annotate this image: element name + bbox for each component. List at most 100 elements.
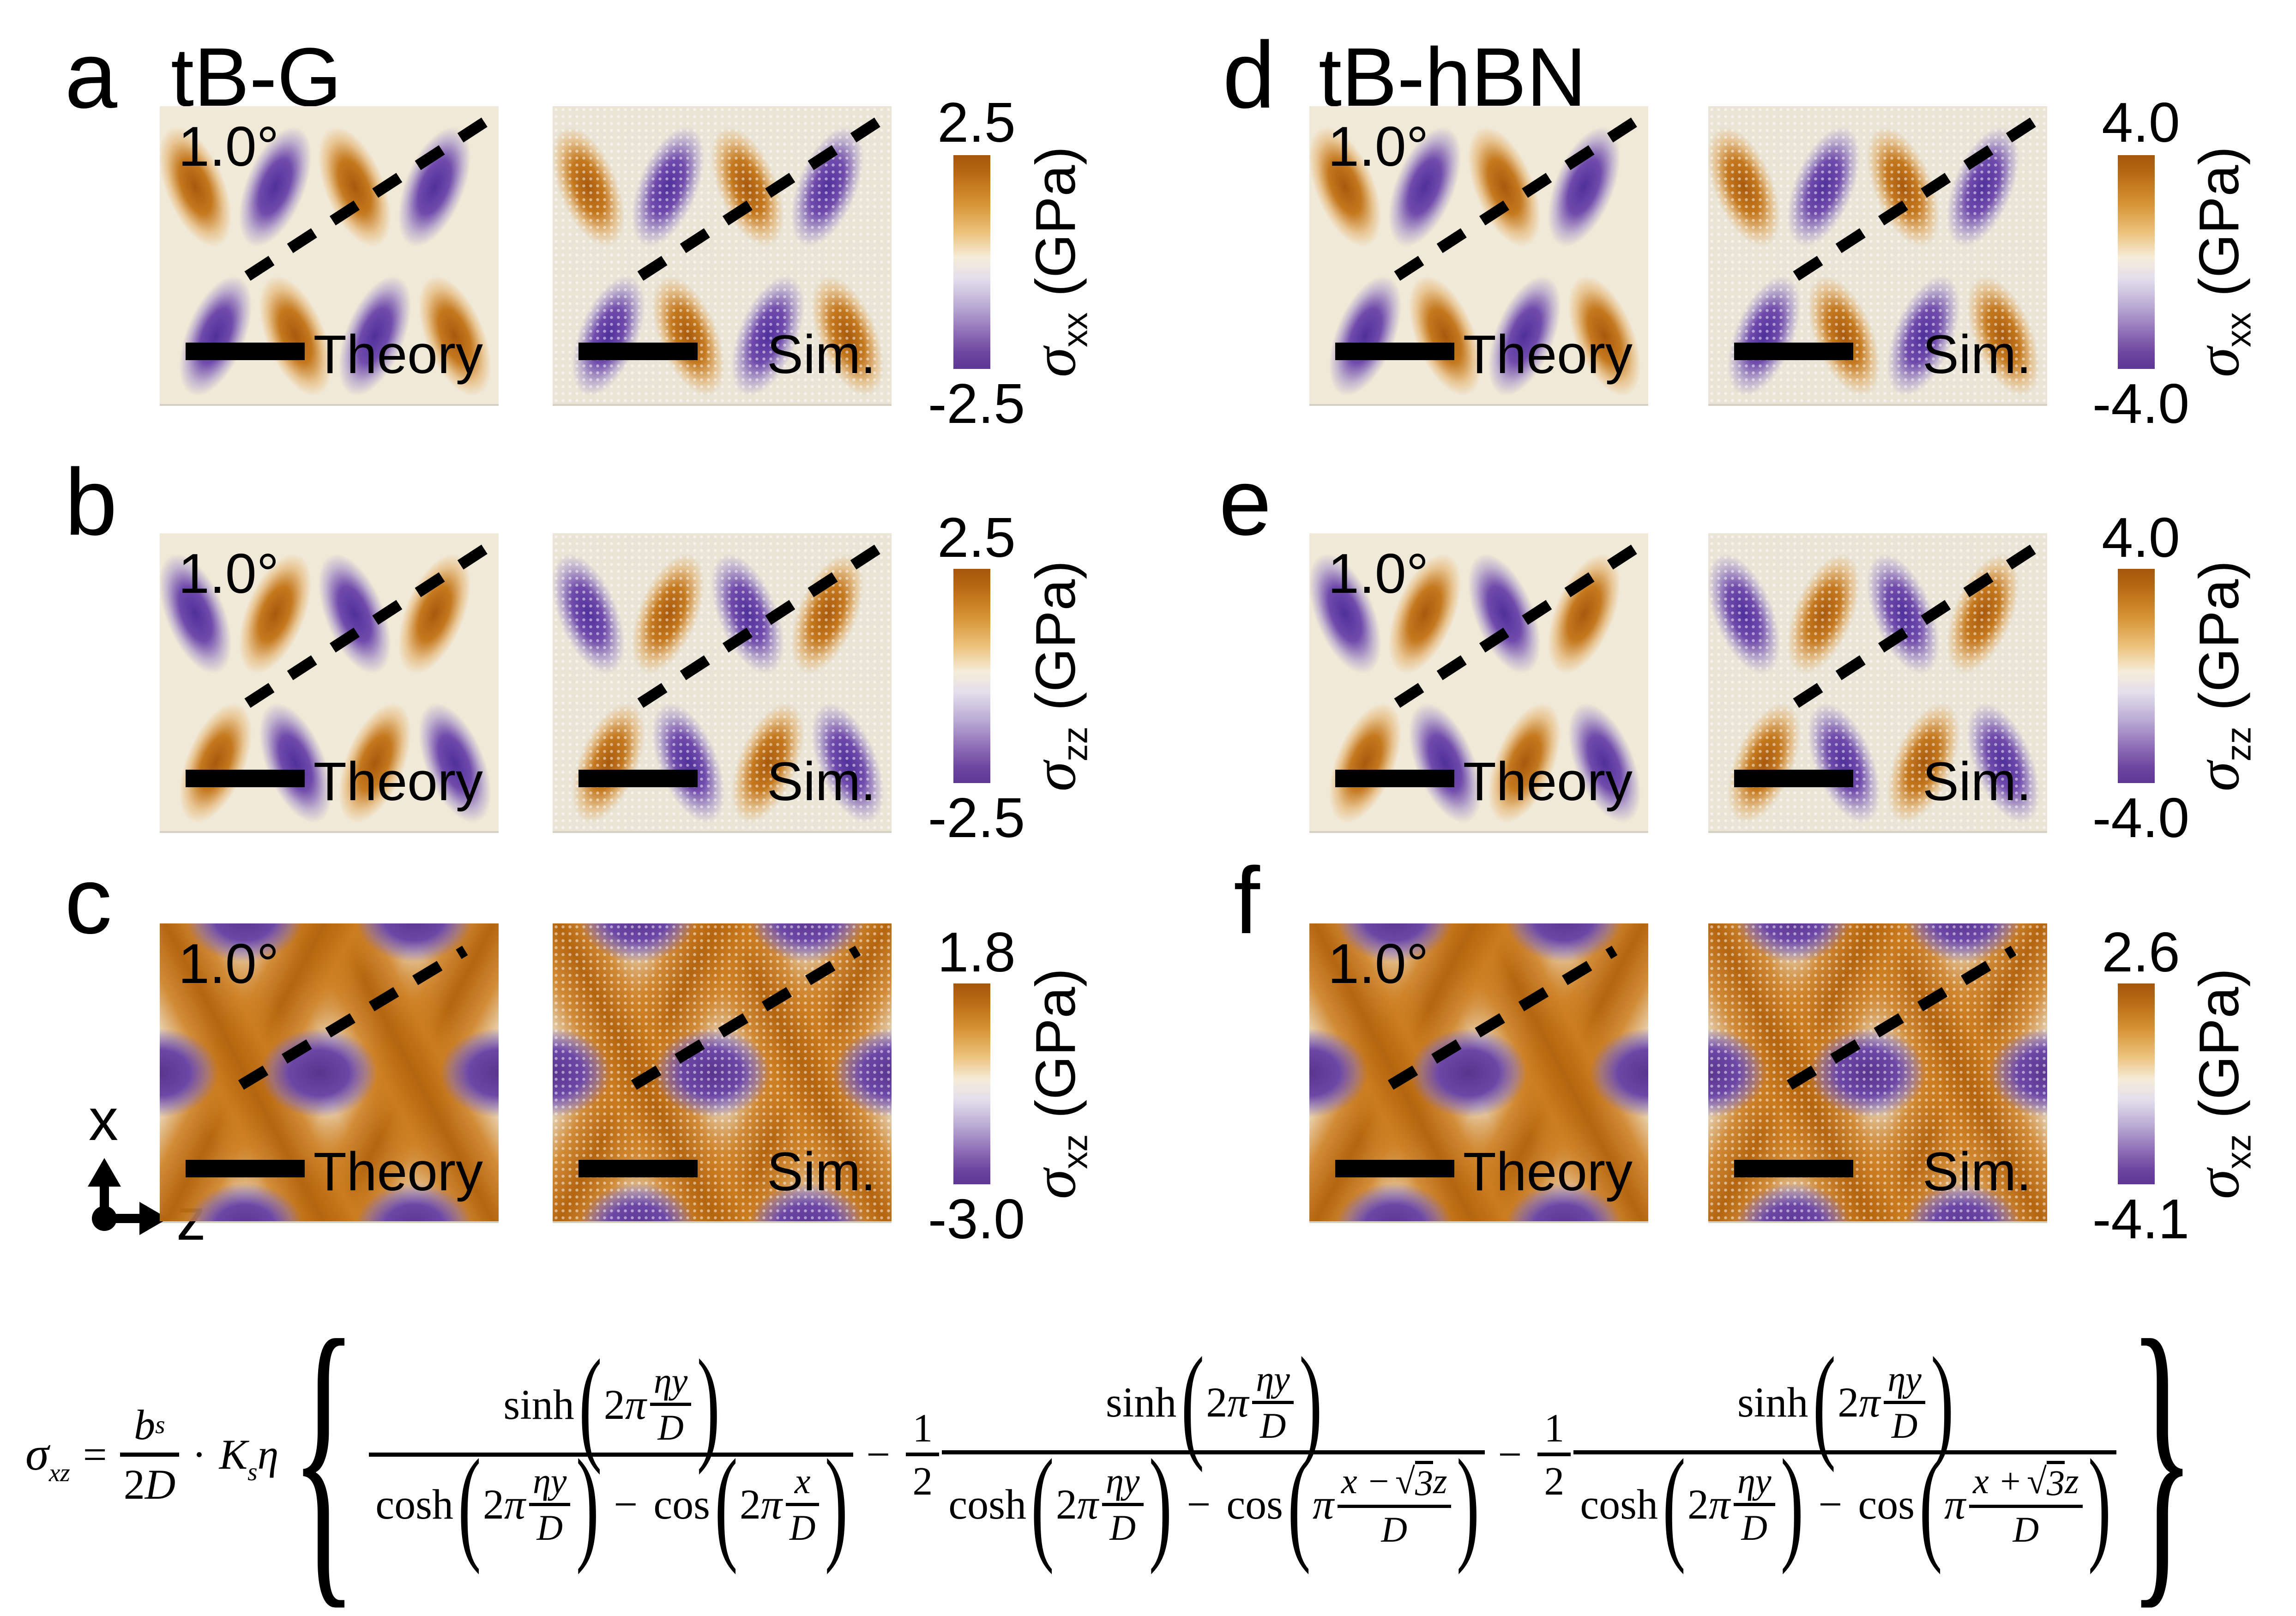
eq-D: D [536, 1507, 563, 1548]
scale-bar [1734, 1160, 1853, 1177]
paren: ( [1181, 1331, 1205, 1473]
twist-angle-label: 1.0° [1328, 115, 1429, 178]
theory-label: Theory [313, 751, 483, 812]
eq-pi: π [760, 1481, 782, 1528]
sim-label: Sim. [767, 324, 876, 385]
sigma-subscript: xz [2219, 1134, 2259, 1170]
sigma-subscript: xx [2219, 312, 2259, 348]
twist-angle-label: 1.0° [178, 115, 279, 178]
radical-icon: √ [2027, 1460, 2047, 1501]
colorbar-f [2118, 983, 2155, 1184]
eq-sinh: sinh [503, 1381, 574, 1428]
map-d-theory: 1.0° Theory [1309, 106, 1648, 406]
eq-3: 3 [1415, 1461, 1434, 1501]
eq-equals: = [83, 1431, 107, 1478]
theory-label: Theory [313, 324, 483, 385]
eq-K-sub: s [247, 1457, 258, 1486]
eq-2: 2 [1544, 1459, 1565, 1503]
scale-bar [1335, 343, 1454, 360]
eq-D: D [789, 1507, 816, 1548]
paren: ) [1299, 1331, 1322, 1473]
map-f-sim: Sim. [1708, 923, 2047, 1223]
fraction-bar [1102, 1502, 1144, 1506]
scale-bar [186, 343, 305, 360]
eq-pi: π [1312, 1481, 1334, 1528]
sim-label: Sim. [1922, 1141, 2031, 1202]
eq-D: D [1741, 1507, 1768, 1548]
colorbar-a [953, 155, 990, 369]
eq-pi: π [1859, 1379, 1880, 1426]
eq-cos: cos [1858, 1481, 1915, 1528]
colorbar-f-max: 2.6 [2102, 921, 2180, 983]
paren: ( [1662, 1433, 1686, 1575]
eq-D: D [2013, 1509, 2039, 1550]
eq-2: 2 [1206, 1379, 1228, 1426]
colorbar-c-max: 1.8 [937, 921, 1016, 983]
eq-minus: − [614, 1481, 638, 1528]
scale-bar [1734, 343, 1853, 360]
sigma-subscript: xx [1056, 312, 1095, 348]
fraction-bar [529, 1502, 571, 1506]
scale-bar [579, 770, 698, 787]
scale-bar [579, 1160, 698, 1177]
right-brace: } [2128, 1274, 2195, 1616]
scale-bar [1335, 1160, 1454, 1177]
map-b-sim: Sim. [553, 533, 892, 833]
unit-label: (GPa) [2188, 146, 2251, 297]
eq-cos: cos [1226, 1481, 1283, 1528]
sim-label: Sim. [767, 1141, 876, 1202]
colorbar-b-label: σzz (GPa) [1021, 561, 1095, 791]
fraction-bar [1734, 1502, 1775, 1506]
panel-label-c: c [65, 848, 112, 953]
eq-z: z [1433, 1460, 1447, 1501]
fraction-bar [1537, 1453, 1571, 1456]
eq-2: 2 [482, 1481, 504, 1528]
eq-D: D [1109, 1507, 1136, 1548]
fraction-bar [1252, 1400, 1294, 1404]
eq-pi: π [1227, 1379, 1249, 1426]
eq-pi: π [1708, 1481, 1730, 1528]
eq-z: z [2065, 1460, 2079, 1501]
panel-label-f: f [1234, 848, 1260, 953]
left-brace: { [290, 1274, 357, 1616]
sim-label: Sim. [767, 751, 876, 812]
eq-pi: π [625, 1381, 646, 1428]
fraction-bar [650, 1403, 692, 1406]
eq-2: 2 [1838, 1379, 1859, 1426]
theory-label: Theory [1463, 751, 1633, 812]
fraction-bar [120, 1452, 180, 1457]
eq-lhs: σxz [25, 1430, 70, 1485]
panel-title-tbhbn: tB-hBN [1319, 31, 1587, 124]
colorbar-a-label: σxx (GPa) [1021, 146, 1095, 378]
eq-eta-y: ηy [1887, 1358, 1922, 1399]
unit-label: (GPa) [1024, 146, 1087, 297]
sigma-subscript: zz [1056, 726, 1095, 762]
eq-2: 2 [912, 1459, 933, 1503]
eq-eta-y: ηy [1106, 1460, 1140, 1501]
sigma-symbol: σ [1021, 347, 1089, 378]
sim-label: Sim. [1922, 751, 2031, 812]
eq-eta-y: ηy [532, 1460, 567, 1501]
scale-bar [579, 343, 698, 360]
map-a-sim: Sim. [553, 106, 892, 406]
colorbar-d-max: 4.0 [2102, 91, 2180, 154]
eq-D: D [657, 1407, 684, 1448]
sigma-subscript: xz [1056, 1134, 1095, 1170]
eq-2: 2 [1055, 1481, 1077, 1528]
colorbar-e-max: 4.0 [2102, 506, 2180, 569]
twist-angle-label: 1.0° [1328, 932, 1429, 995]
colorbar-c [953, 983, 990, 1184]
scale-bar [1734, 770, 1853, 787]
map-f-theory: 1.0° Theory [1309, 923, 1648, 1223]
eq-term-2: sinh(2 π ηy D ) cosh(2 π ηy D ) − cos(π x − √… [942, 1339, 1485, 1568]
eq-minus: − [866, 1431, 891, 1478]
scale-bar [1335, 770, 1454, 787]
paren: ) [1930, 1331, 1954, 1473]
map-b-theory: 1.0° Theory [160, 533, 499, 833]
eq-D: D [1891, 1405, 1918, 1446]
eq-x-plus: x + [1973, 1460, 2023, 1501]
paren: ( [458, 1433, 481, 1575]
eq-Ks-eta: Ksη [219, 1433, 279, 1484]
